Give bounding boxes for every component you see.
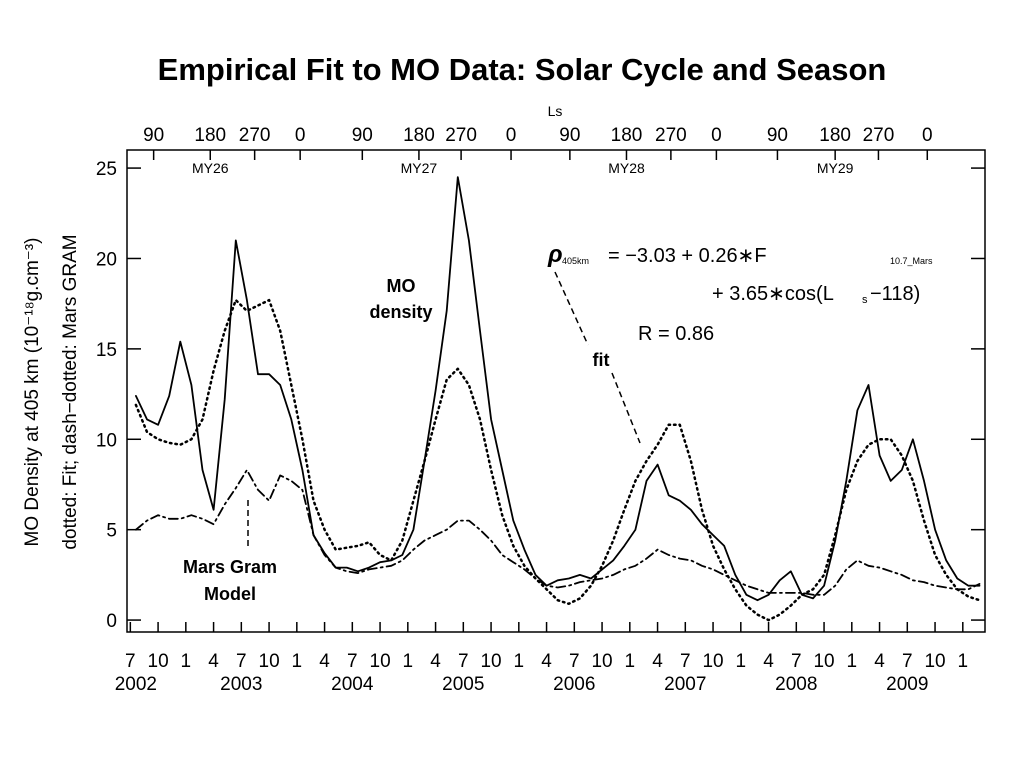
annotation: fit xyxy=(593,350,610,370)
x-tick-label: 1 xyxy=(958,651,969,672)
y-axis-label: MO Density at 405 km (10⁻¹⁸g.cm⁻³) dotte… xyxy=(22,234,81,549)
x-tick-label: 10 xyxy=(813,651,834,672)
year-label: 2006 xyxy=(553,674,595,695)
x2-tick-label: 0 xyxy=(711,125,722,146)
x2-tick-label: 0 xyxy=(506,125,517,146)
annotation: density xyxy=(369,302,432,322)
x-tick-label: 1 xyxy=(736,651,747,672)
annotation: Model xyxy=(204,584,256,604)
x2-tick-label: 0 xyxy=(295,125,306,146)
x-tick-label: 7 xyxy=(569,651,580,672)
series-line xyxy=(134,298,981,622)
x-tick-label: 7 xyxy=(125,651,136,672)
x-tick-label: 10 xyxy=(924,651,945,672)
year-label: 2003 xyxy=(220,674,262,695)
y-axis-label-line: MO Density at 405 km (10⁻¹⁸g.cm⁻³) xyxy=(22,238,43,547)
x-tick-label: 10 xyxy=(370,651,391,672)
equation-part: 405km xyxy=(562,256,589,266)
x2-tick-label: 180 xyxy=(403,125,435,146)
y-axis-label-line: dotted: Fit; dash−dotted: Mars GRAM xyxy=(60,234,81,549)
equation-part: + 3.65∗cos(L xyxy=(712,283,834,305)
series-line xyxy=(135,469,981,596)
leader-line xyxy=(611,372,641,444)
mars-year-label: MY26 xyxy=(192,160,229,176)
x2-tick-label: 270 xyxy=(445,125,477,146)
x2-axis-label: Ls xyxy=(548,103,563,119)
x-tick-label: 7 xyxy=(902,651,913,672)
x2-tick-label: 90 xyxy=(559,125,580,146)
x-tick-label: 4 xyxy=(541,651,552,672)
x-tick-label: 4 xyxy=(319,651,330,672)
x2-tick-label: 90 xyxy=(767,125,788,146)
plot-frame xyxy=(126,149,986,633)
equation-part: −118) xyxy=(870,283,920,305)
mars-year-label: MY28 xyxy=(608,160,645,176)
x2-tick-label: 270 xyxy=(863,125,895,146)
x2-tick-label: 180 xyxy=(194,125,226,146)
leader-line xyxy=(554,271,589,346)
series-line xyxy=(135,176,981,602)
equation-part: 10.7_Mars xyxy=(890,256,933,266)
x-tick-label: 4 xyxy=(652,651,663,672)
equation-part: = −3.03 + 0.26∗F xyxy=(608,245,767,267)
x-tick-label: 4 xyxy=(874,651,885,672)
x2-tick-label: 180 xyxy=(611,125,643,146)
year-label: 2004 xyxy=(331,674,374,695)
x-tick-label: 10 xyxy=(259,651,280,672)
x-tick-label: 7 xyxy=(791,651,802,672)
y-tick-label: 5 xyxy=(106,521,117,542)
x-tick-label: 4 xyxy=(208,651,219,672)
x2-tick-label: 90 xyxy=(352,125,373,146)
y-tick-label: 20 xyxy=(96,249,117,270)
year-label: 2005 xyxy=(442,674,484,695)
x-tick-label: 10 xyxy=(148,651,169,672)
year-label: 2008 xyxy=(775,674,817,695)
year-label: 2009 xyxy=(886,674,928,695)
x-tick-label: 7 xyxy=(458,651,469,672)
x-tick-label: 1 xyxy=(181,651,192,672)
mars-year-label: MY27 xyxy=(401,160,438,176)
equation-part: R = 0.86 xyxy=(638,323,714,345)
equation-part: ρ xyxy=(547,241,563,268)
x-tick-label: 7 xyxy=(680,651,691,672)
x2-tick-label: 180 xyxy=(819,125,851,146)
chart-title: Empirical Fit to MO Data: Solar Cycle an… xyxy=(158,52,887,87)
equation: ρ 405km = −3.03 + 0.26∗F 10.7_Mars + 3.6… xyxy=(547,241,933,345)
x-tick-label: 7 xyxy=(236,651,247,672)
x-tick-label: 1 xyxy=(403,651,414,672)
x2-tick-label: 270 xyxy=(239,125,271,146)
mars-year-label: MY29 xyxy=(817,160,854,176)
x2-tick-label: 270 xyxy=(655,125,687,146)
x-tick-label: 4 xyxy=(430,651,441,672)
x-tick-label: 1 xyxy=(514,651,525,672)
year-label: 2002 xyxy=(115,674,157,695)
x2-tick-label: 0 xyxy=(922,125,933,146)
x-tick-label: 1 xyxy=(847,651,858,672)
y-tick-label: 0 xyxy=(106,611,117,632)
y-tick-label: 15 xyxy=(96,340,117,361)
x-tick-label: 10 xyxy=(480,651,501,672)
annotation: Mars Gram xyxy=(183,557,277,577)
annotation: MO xyxy=(387,276,416,296)
x-tick-label: 10 xyxy=(591,651,612,672)
x2-tick-label: 90 xyxy=(143,125,164,146)
year-label: 2007 xyxy=(664,674,706,695)
x-tick-label: 4 xyxy=(763,651,774,672)
x-tick-label: 1 xyxy=(625,651,636,672)
y-tick-label: 10 xyxy=(96,430,117,451)
x-tick-label: 10 xyxy=(702,651,723,672)
equation-part: s xyxy=(862,294,868,306)
y-tick-label: 25 xyxy=(96,159,117,180)
x-tick-label: 1 xyxy=(292,651,303,672)
x-tick-label: 7 xyxy=(347,651,358,672)
